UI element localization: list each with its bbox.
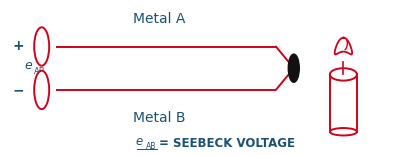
Ellipse shape: [288, 54, 299, 82]
Text: AB: AB: [146, 142, 156, 151]
Text: e: e: [25, 59, 33, 72]
Text: −: −: [12, 83, 24, 97]
Bar: [330, 74, 357, 132]
Ellipse shape: [34, 71, 49, 109]
Text: e: e: [136, 135, 143, 148]
Text: +: +: [12, 40, 24, 53]
Ellipse shape: [330, 128, 357, 135]
Text: Metal B: Metal B: [133, 111, 185, 125]
Text: AB: AB: [34, 67, 45, 76]
Text: = SEEBECK VOLTAGE: = SEEBECK VOLTAGE: [159, 137, 295, 150]
Ellipse shape: [34, 27, 49, 66]
Text: Metal A: Metal A: [133, 12, 185, 26]
Ellipse shape: [330, 68, 357, 81]
